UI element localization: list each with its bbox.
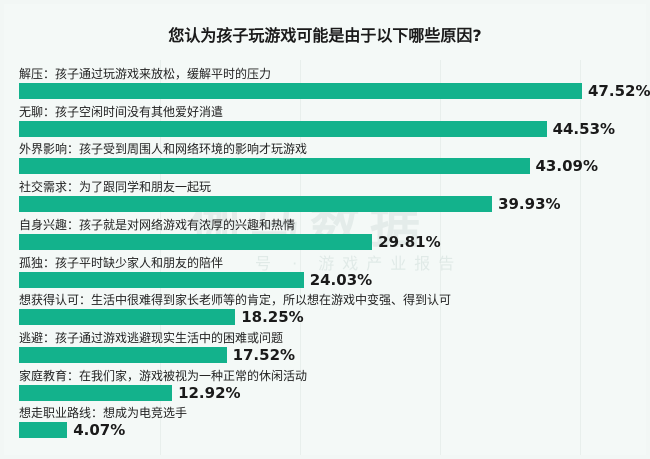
chart-title: 您认为孩子玩游戏可能是由于以下哪些原因? [168, 26, 482, 45]
category-label: 外界影响：孩子受到周围人和网络环境的影响才玩游戏 [19, 142, 308, 157]
value-label: 17.52% [232, 345, 296, 364]
value-label: 24.03% [309, 270, 373, 289]
category-label: 想获得认可：生活中很难得到家长老师等的肯定，所以想在游戏中变强、得到认可 [19, 293, 452, 308]
gridline [160, 60, 161, 455]
category-label: 家庭教育：在我们家，游戏被视为一种正常的休闲活动 [19, 368, 308, 383]
value-label: 12.92% [178, 383, 241, 402]
bar [19, 83, 582, 99]
category-label: 想走职业路线：想成为电竞选手 [19, 406, 188, 421]
bar [19, 158, 530, 175]
value-label: 44.53% [552, 119, 616, 138]
gridline [580, 60, 581, 455]
chart-frame [4, 4, 646, 455]
bar [19, 309, 236, 326]
bar [19, 271, 304, 288]
bar [19, 233, 373, 250]
category-label: 孤独：孩子平时缺少家人和朋友的陪伴 [19, 255, 224, 270]
gridline [300, 60, 301, 455]
watermark-subtitle: 号 · 游戏产业报告 [255, 254, 463, 273]
category-label: 解压：孩子通过玩游戏来放松，缓解平时的压力 [19, 67, 272, 81]
category-label: 自身兴趣：孩子就是对网络游戏有浓厚的兴趣和热情 [19, 217, 296, 232]
value-label: 29.81% [378, 232, 441, 251]
category-label: 逃避：孩子通过游戏逃避现实生活中的困难或问题 [19, 330, 284, 345]
value-label: 18.25% [241, 308, 304, 327]
bar [19, 384, 173, 401]
bar [19, 196, 493, 213]
value-label: 43.09% [535, 157, 598, 176]
category-label: 社交需求：为了跟同学和朋友一起玩 [19, 180, 212, 195]
bar [19, 346, 227, 363]
value-label: 4.07% [73, 421, 126, 440]
bar [19, 120, 547, 137]
bar [19, 422, 68, 439]
gridline [440, 60, 441, 455]
category-label: 无聊：孩子空闲时间没有其他爱好消遣 [19, 104, 224, 119]
value-label: 39.93% [498, 195, 561, 214]
value-label: 47.52% [588, 82, 650, 100]
